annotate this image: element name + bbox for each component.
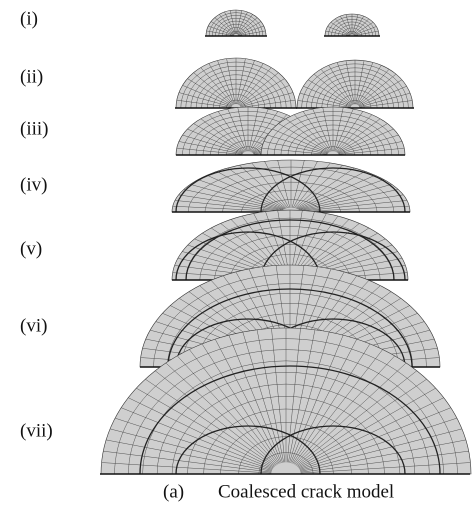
row-labels: (i) (ii) (iii) (iv) (v) (vi) (vii) xyxy=(20,8,53,441)
row-label: (v) xyxy=(20,238,42,259)
row-label: (i) xyxy=(20,8,38,29)
row-label: (iv) xyxy=(20,174,47,195)
row-label: (iii) xyxy=(20,118,49,139)
figure: (i) (ii) (iii) (iv) (v) (vi) (vii) (a) Coalesc… xyxy=(0,0,476,509)
caption-text: Coalesced crack model xyxy=(218,481,394,502)
row-label: (ii) xyxy=(20,66,43,87)
mesh-drawings xyxy=(100,10,471,474)
caption-tag: (a) xyxy=(163,481,184,502)
row-label: (vi) xyxy=(20,315,47,336)
row-label: (vii) xyxy=(20,420,53,441)
